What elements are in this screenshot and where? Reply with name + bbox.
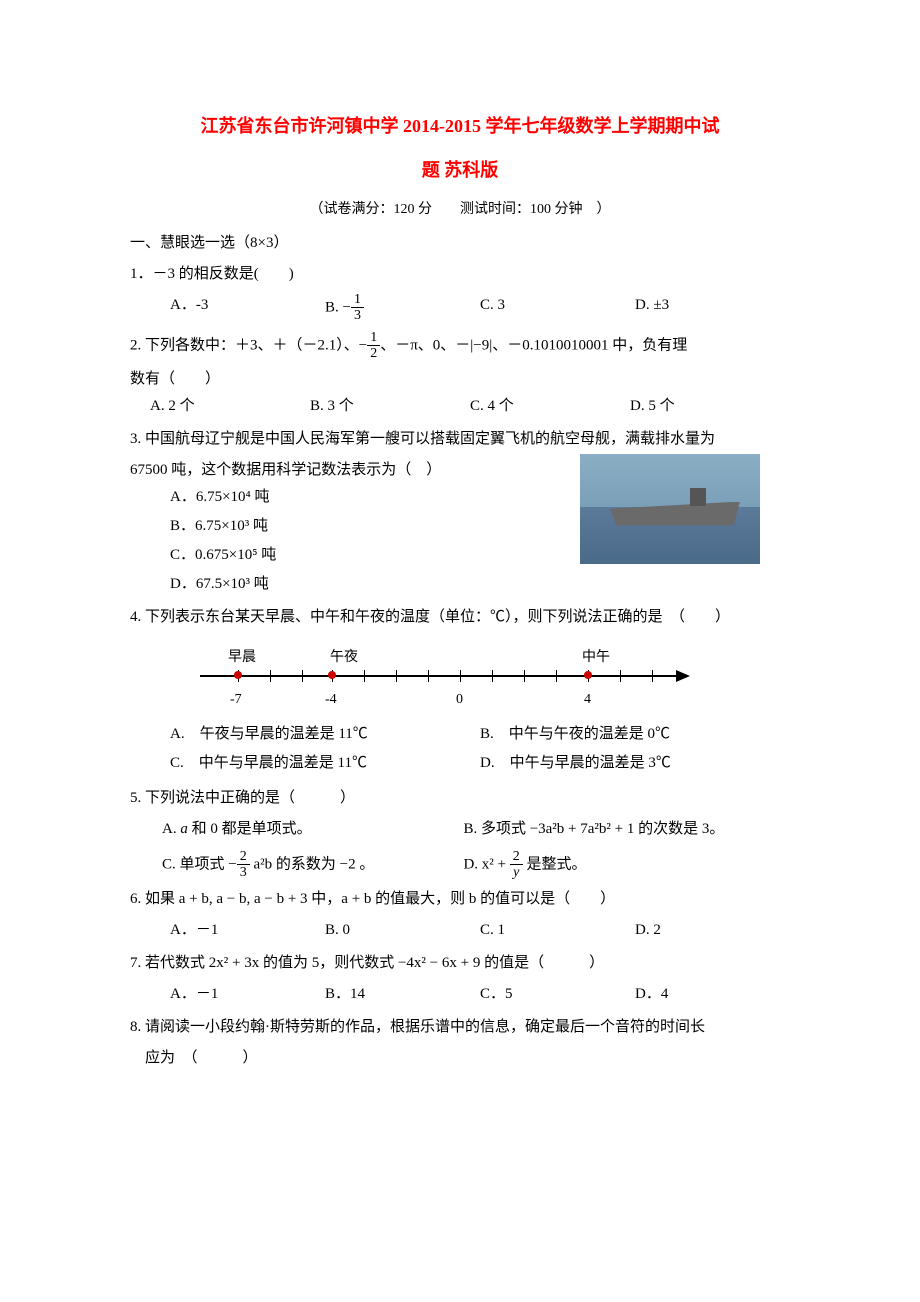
question-5: 5. 下列说法中正确的是（ ） A. a 和 0 都是单项式。 B. 多项式 −… [130,785,790,881]
q4-opt-b: B. 中午与午夜的温差是 0℃ [480,721,790,748]
q7-text: 7. 若代数式 2x² + 3x 的值为 5，则代数式 −4x² − 6x + … [130,950,790,977]
q6-opt-d: D. 2 [635,917,790,944]
q7-opt-c: C．5 [480,981,635,1008]
q3-text-1: 3. 中国航母辽宁舰是中国人民海军第一艘可以搭载固定翼飞机的航空母舰，满载排水量… [130,426,790,453]
q8-text-2: 应为 （ ） [130,1045,790,1072]
question-1: 1．－3 的相反数是( ) A．-3 B. −13 C. 3 D. ±3 [130,261,790,324]
q7-opt-d: D．4 [635,981,790,1008]
q6-options: A．－1 B. 0 C. 1 D. 2 [170,917,790,944]
question-8: 8. 请阅读一小段约翰·斯特劳斯的作品，根据乐谱中的信息，确定最后一个音符的时间… [130,1014,790,1072]
question-6: 6. 如果 a + b, a − b, a − b + 3 中，a + b 的值… [130,886,790,944]
q1-text: 1．－3 的相反数是( ) [130,261,790,288]
q7-opt-a: A．－1 [170,981,325,1008]
aircraft-carrier-image [580,454,760,564]
q7-options: A．－1 B．14 C．5 D．4 [170,981,790,1008]
q5-opt-b: B. 多项式 −3a²b + 7a²b² + 1 的次数是 3。 [463,816,724,843]
q5-text: 5. 下列说法中正确的是（ ） [130,785,790,812]
q2-text-cont: 数有（ ） [130,366,790,393]
q1-options: A．-3 B. −13 C. 3 D. ±3 [170,292,790,324]
q4-opt-c: C. 中午与早晨的温差是 11℃ [170,750,480,777]
q1-opt-c: C. 3 [480,292,635,324]
q4-opt-d: D. 中午与早晨的温差是 3℃ [480,750,790,777]
q6-text: 6. 如果 a + b, a − b, a − b + 3 中，a + b 的值… [130,886,790,913]
q4-opt-a: A. 午夜与早晨的温差是 11℃ [170,721,480,748]
q6-opt-a: A．－1 [170,917,325,944]
q1-opt-b: B. −13 [325,292,480,324]
q7-opt-b: B．14 [325,981,480,1008]
q3-opt-d: D．67.5×10³ 吨 [170,571,790,598]
q4-text: 4. 下列表示东台某天早晨、中午和午夜的温度（单位：℃），则下列说法正确的是 （… [130,604,790,631]
q2-options: A. 2 个 B. 3 个 C. 4 个 D. 5 个 [150,393,790,420]
q2-opt-b: B. 3 个 [310,393,470,420]
q6-opt-b: B. 0 [325,917,480,944]
section-1-heading: 一、慧眼选一选（8×3） [130,230,790,257]
q5-options: A. a 和 0 都是单项式。 B. 多项式 −3a²b + 7a²b² + 1… [162,816,790,881]
q1-opt-a: A．-3 [170,292,325,324]
page-title: 江苏省东台市许河镇中学 2014-2015 学年七年级数学上学期期中试 [130,110,790,142]
exam-meta: （试卷满分：120 分 测试时间：100 分钟 ） [130,197,790,222]
q2-opt-a: A. 2 个 [150,393,310,420]
q8-text-1: 8. 请阅读一小段约翰·斯特劳斯的作品，根据乐谱中的信息，确定最后一个音符的时间… [130,1014,790,1041]
question-3: 3. 中国航母辽宁舰是中国人民海军第一艘可以搭载固定翼飞机的航空母舰，满载排水量… [130,426,790,598]
question-2: 2. 下列各数中：＋3、＋（－2.1）、−12、－π、0、－|−9|、－0.10… [130,330,790,420]
q5-opt-c: C. 单项式 −23 a²b 的系数为 −2 。 [162,849,463,881]
q2-text: 2. 下列各数中：＋3、＋（－2.1）、−12、－π、0、－|−9|、－0.10… [130,330,790,362]
q2-opt-c: C. 4 个 [470,393,630,420]
q5-opt-a: A. a 和 0 都是单项式。 [162,816,463,843]
page-subtitle: 题 苏科版 [130,154,790,186]
q5-opt-d: D. x² + 2y 是整式。 [463,849,586,881]
question-4: 4. 下列表示东台某天早晨、中午和午夜的温度（单位：℃），则下列说法正确的是 （… [130,604,790,779]
q4-options: A. 午夜与早晨的温差是 11℃ B. 中午与午夜的温差是 0℃ C. 中午与早… [170,721,790,779]
q6-opt-c: C. 1 [480,917,635,944]
question-7: 7. 若代数式 2x² + 3x 的值为 5，则代数式 −4x² − 6x + … [130,950,790,1008]
q1-opt-d: D. ±3 [635,292,790,324]
q2-opt-d: D. 5 个 [630,393,790,420]
number-line: 早晨午夜中午-7-404 [200,645,680,709]
